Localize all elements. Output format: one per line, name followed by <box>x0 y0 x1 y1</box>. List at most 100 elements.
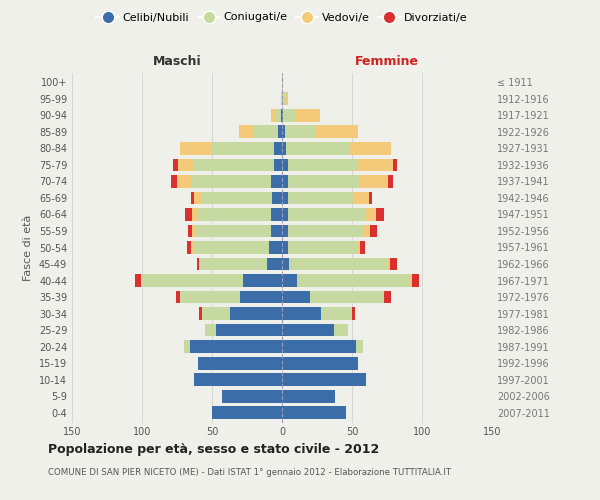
Bar <box>363 224 370 237</box>
Bar <box>365 208 376 221</box>
Bar <box>285 126 316 138</box>
Text: Femmine: Femmine <box>355 54 419 68</box>
Text: Popolazione per età, sesso e stato civile - 2012: Popolazione per età, sesso e stato civil… <box>48 444 379 456</box>
Bar <box>274 158 282 172</box>
Bar <box>191 192 194 204</box>
Bar <box>197 208 271 221</box>
Bar <box>281 92 282 106</box>
Bar <box>361 241 365 254</box>
Bar <box>282 158 287 172</box>
Bar <box>178 158 194 172</box>
Bar <box>239 126 253 138</box>
Bar <box>193 208 197 221</box>
Bar <box>216 324 282 336</box>
Bar <box>409 274 412 287</box>
Bar <box>173 158 178 172</box>
Bar <box>287 241 358 254</box>
Bar <box>176 290 180 304</box>
Bar <box>180 290 240 304</box>
Bar <box>361 175 388 188</box>
Bar <box>282 92 285 106</box>
Bar <box>197 258 199 270</box>
Bar <box>180 142 211 155</box>
Bar <box>281 109 282 122</box>
Bar <box>282 258 289 270</box>
Bar <box>195 224 271 237</box>
Bar <box>194 241 269 254</box>
Bar <box>282 290 310 304</box>
Bar <box>240 290 282 304</box>
Bar <box>286 142 349 155</box>
Bar <box>253 126 278 138</box>
Bar <box>211 142 274 155</box>
Bar <box>230 307 282 320</box>
Bar <box>298 274 409 287</box>
Bar <box>177 175 193 188</box>
Bar <box>271 208 282 221</box>
Bar <box>271 175 282 188</box>
Bar <box>282 175 287 188</box>
Bar <box>194 192 202 204</box>
Bar <box>376 208 384 221</box>
Bar <box>349 142 391 155</box>
Bar <box>282 126 285 138</box>
Bar <box>287 192 353 204</box>
Bar <box>316 126 358 138</box>
Bar <box>194 373 282 386</box>
Bar <box>282 192 287 204</box>
Bar <box>198 356 282 370</box>
Bar <box>194 158 274 172</box>
Bar <box>282 274 298 287</box>
Bar <box>392 158 397 172</box>
Bar <box>205 324 216 336</box>
Bar <box>282 340 356 353</box>
Bar <box>199 307 202 320</box>
Bar <box>202 307 230 320</box>
Bar <box>202 192 272 204</box>
Bar <box>275 109 281 122</box>
Bar <box>282 142 286 155</box>
Bar <box>282 109 283 122</box>
Bar <box>271 224 282 237</box>
Bar <box>191 241 194 254</box>
Bar <box>243 274 282 287</box>
Bar <box>278 126 282 138</box>
Bar <box>184 340 190 353</box>
Bar <box>274 142 282 155</box>
Bar <box>358 158 392 172</box>
Bar <box>390 258 397 270</box>
Bar <box>271 109 275 122</box>
Bar <box>287 158 358 172</box>
Bar <box>369 192 371 204</box>
Bar <box>384 290 391 304</box>
Bar <box>282 307 321 320</box>
Bar <box>282 373 366 386</box>
Y-axis label: Fasce di età: Fasce di età <box>23 214 33 280</box>
Bar <box>295 109 320 122</box>
Bar <box>412 274 419 287</box>
Bar <box>387 258 390 270</box>
Bar <box>140 274 243 287</box>
Bar <box>356 340 363 353</box>
Bar <box>187 241 191 254</box>
Bar <box>287 175 361 188</box>
Bar <box>269 241 282 254</box>
Bar <box>282 241 287 254</box>
Bar <box>212 406 282 419</box>
Bar <box>282 76 283 89</box>
Bar <box>283 109 295 122</box>
Bar <box>353 192 369 204</box>
Bar <box>282 356 358 370</box>
Bar <box>135 274 140 287</box>
Bar <box>199 258 266 270</box>
Bar <box>172 175 177 188</box>
Bar <box>185 208 193 221</box>
Bar <box>282 324 334 336</box>
Bar <box>388 175 392 188</box>
Bar <box>310 290 384 304</box>
Bar <box>285 92 287 106</box>
Bar <box>266 258 282 270</box>
Text: COMUNE DI SAN PIER NICETO (ME) - Dati ISTAT 1° gennaio 2012 - Elaborazione TUTTI: COMUNE DI SAN PIER NICETO (ME) - Dati IS… <box>48 468 451 477</box>
Bar <box>282 406 346 419</box>
Text: Maschi: Maschi <box>152 54 202 68</box>
